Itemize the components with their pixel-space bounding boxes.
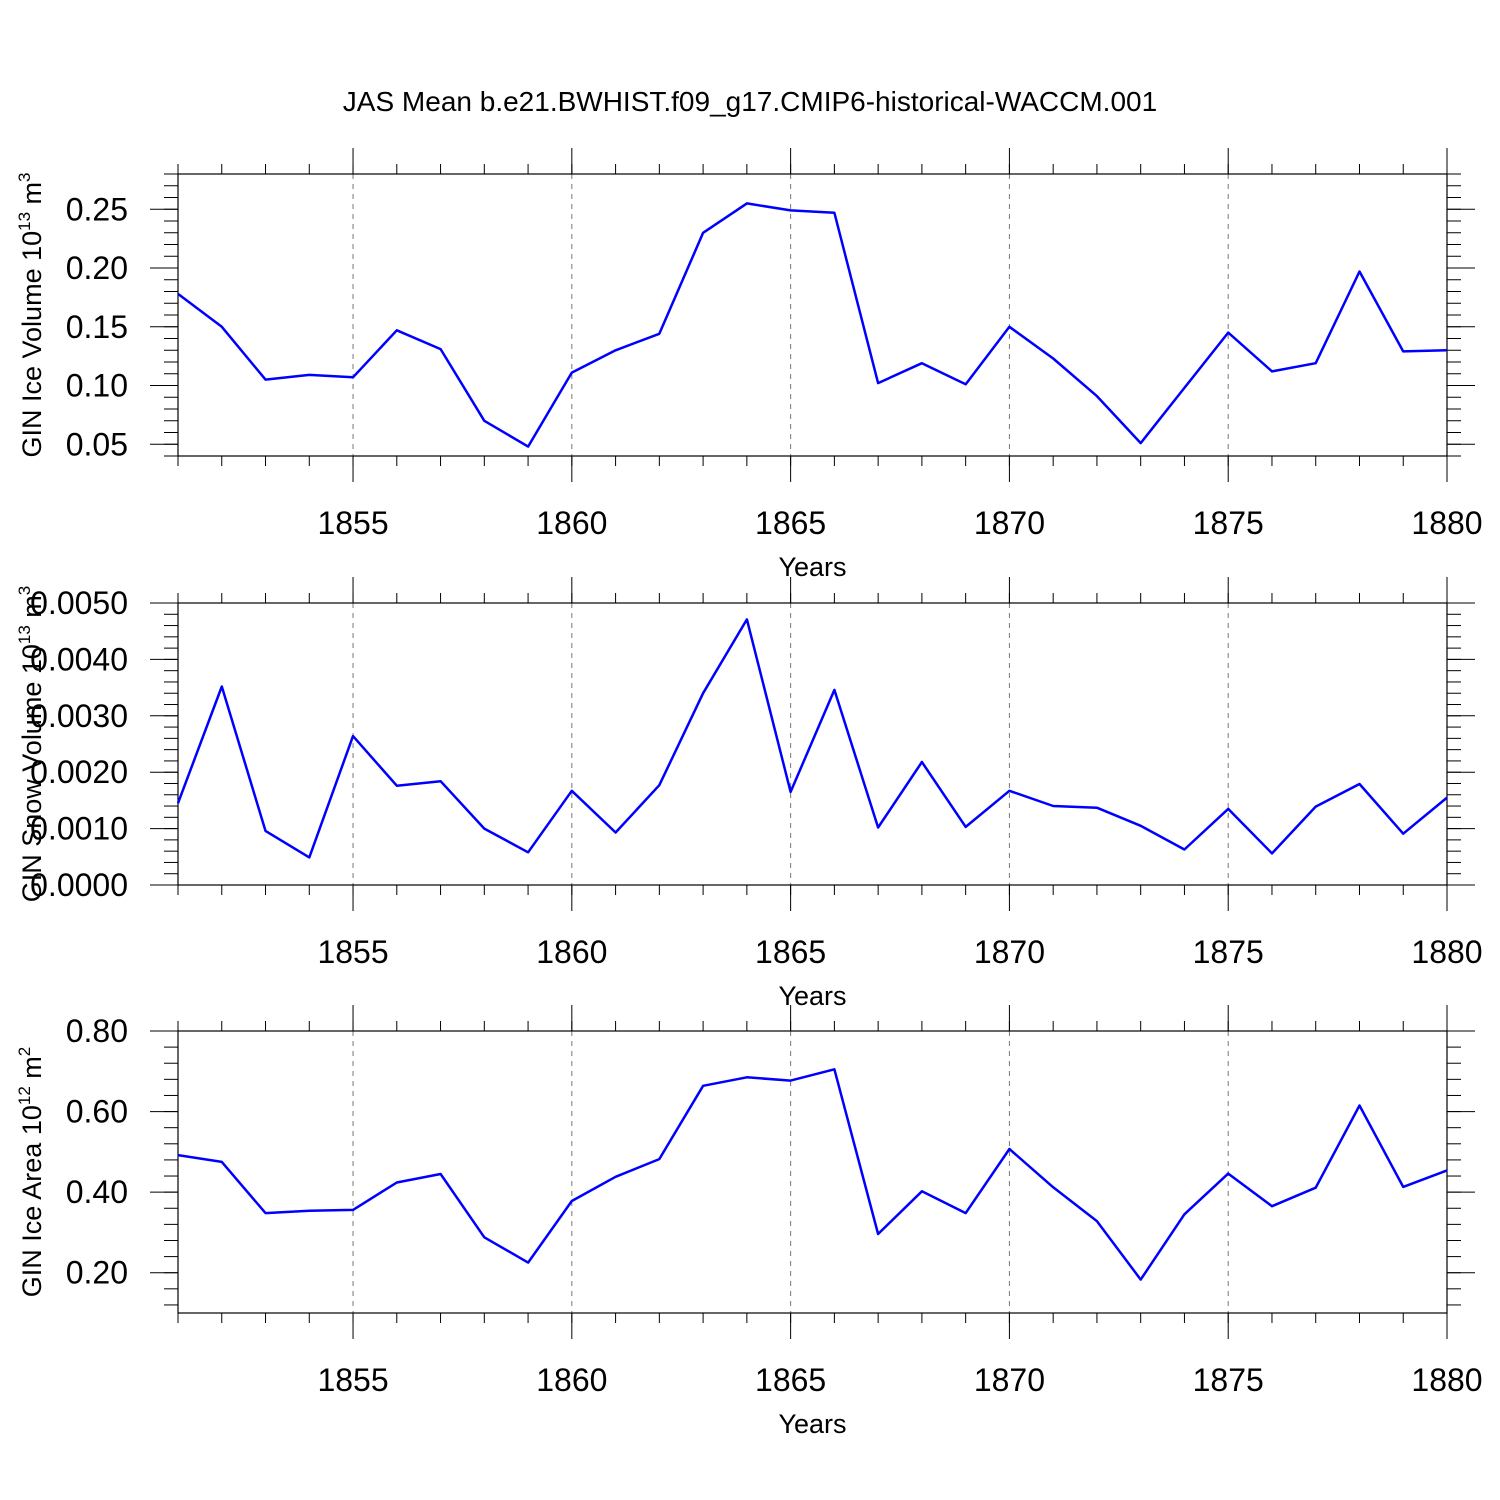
x-tick-label: 1870: [974, 505, 1045, 541]
y-tick-label: 0.0040: [30, 641, 128, 677]
plot-frame: [177, 602, 1448, 886]
series-line: [177, 1068, 1448, 1281]
y-axis-label-unit: m: [17, 1056, 47, 1086]
x-tick-label: 1870: [974, 1362, 1045, 1398]
x-axis-label: Years: [778, 1409, 846, 1439]
panel-1: 1855 1860 1865 1870 1875 1880 0.05 0.10 0.15 0.20…: [15, 148, 1483, 582]
y-tick-label: 0.60: [66, 1094, 128, 1130]
panel-3: 1855 1860 1865 1870 1875 1880 0.20 0.40 0.60 0.80…: [15, 1005, 1483, 1439]
plot-frame: [177, 173, 1448, 457]
x-tick-label: 1875: [1193, 505, 1264, 541]
y-tick-label: 0.10: [66, 368, 128, 404]
x-tick-label: 1855: [317, 505, 388, 541]
y-axis-label-unit-exponent: 3: [15, 172, 34, 181]
y-tick-label: 0.0020: [30, 754, 128, 790]
x-tick-label: 1880: [1411, 934, 1482, 970]
y-axis-label-text: GIN Snow Volume 10: [17, 644, 47, 902]
y-tick-label: 0.20: [66, 1255, 128, 1291]
y-tick-label: 0.25: [66, 191, 128, 227]
plot-frame: [177, 1030, 1448, 1314]
x-tick-label: 1875: [1193, 1362, 1264, 1398]
y-tick-label: 0.0000: [30, 867, 128, 903]
y-tick-label: 0.0050: [30, 585, 128, 621]
x-axis-label: Years: [778, 981, 846, 1011]
x-tick-label: 1865: [755, 934, 826, 970]
chart-title: JAS Mean b.e21.BWHIST.f09_g17.CMIP6-hist…: [342, 86, 1158, 117]
y-axis-label-unit-exponent: 2: [15, 1047, 34, 1056]
y-axis-label-unit-exponent: 3: [15, 586, 34, 595]
y-axis-label: GIN Ice Volume 1013 m3: [15, 172, 47, 457]
x-tick-label: 1855: [317, 934, 388, 970]
y-tick-label: 0.40: [66, 1174, 128, 1210]
y-axis-label-text: GIN Ice Area 10: [17, 1105, 47, 1297]
y-axis-label-unit: m: [17, 182, 47, 212]
y-tick-label: 0.0030: [30, 698, 128, 734]
x-tick-label: 1860: [536, 505, 607, 541]
y-tick-label: 0.15: [66, 309, 128, 345]
y-axis-label-text: GIN Ice Volume 10: [17, 231, 47, 458]
panel-2: 1855 1860 1865 1870 1875 1880 0.0000 0.0010 0.00…: [15, 577, 1483, 1011]
x-tick-label: 1875: [1193, 934, 1264, 970]
y-axis-label: GIN Snow Volume 1013 m3: [15, 586, 47, 903]
x-tick-label: 1855: [317, 1362, 388, 1398]
series-line: [176, 618, 1448, 859]
x-tick-label: 1870: [974, 934, 1045, 970]
y-axis-label: GIN Ice Area 1012 m2: [15, 1047, 47, 1298]
x-tick-label: 1865: [755, 1362, 826, 1398]
x-tick-label: 1860: [536, 934, 607, 970]
series-line: [177, 202, 1448, 448]
y-tick-label: 0.20: [66, 250, 128, 286]
x-tick-label: 1860: [536, 1362, 607, 1398]
y-tick-label: 0.80: [66, 1013, 128, 1049]
y-axis-label-unit: m: [17, 595, 47, 625]
y-tick-label: 0.0010: [30, 811, 128, 847]
y-axis-label-exponent: 12: [15, 1086, 34, 1105]
y-tick-label: 0.05: [66, 426, 128, 462]
x-tick-label: 1880: [1411, 1362, 1482, 1398]
y-axis-label-exponent: 13: [15, 212, 34, 231]
x-axis-label: Years: [778, 552, 846, 582]
x-tick-label: 1880: [1411, 505, 1482, 541]
y-axis-label-exponent: 13: [15, 625, 34, 644]
x-tick-label: 1865: [755, 505, 826, 541]
